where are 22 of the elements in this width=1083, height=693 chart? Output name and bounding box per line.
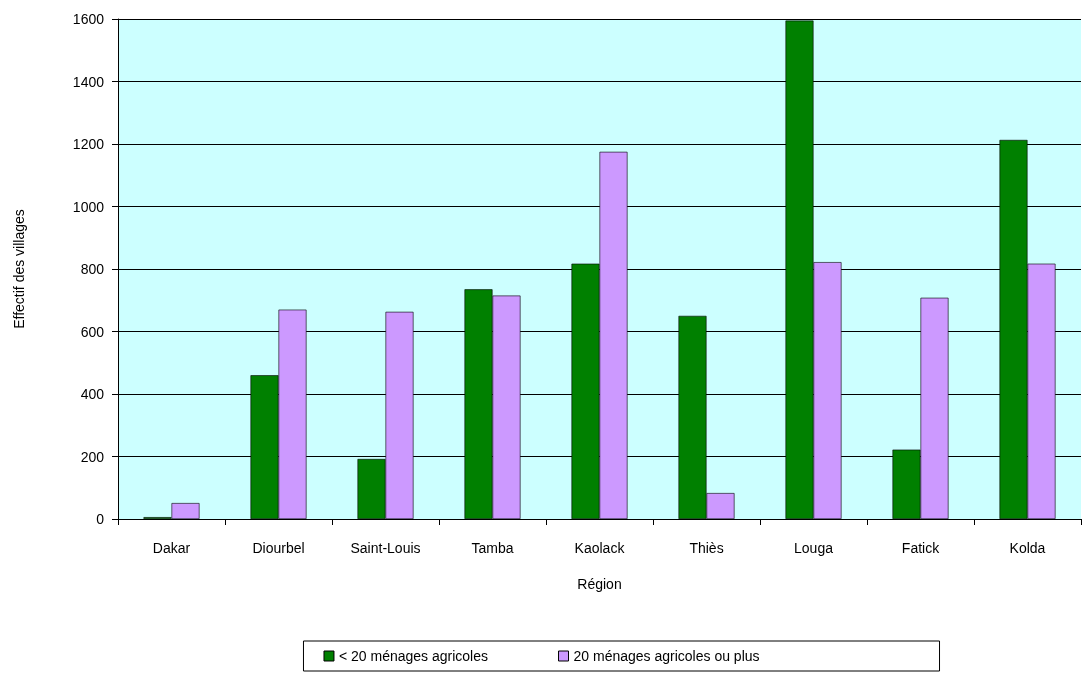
x-tick-label: Dakar [152,540,191,556]
x-tick-label: Diourbel [252,540,305,556]
x-tick-label: Fatick [901,540,941,556]
x-tick-label: Saint-Louis [350,540,421,556]
legend-label: < 20 ménages agricoles [338,648,489,664]
y-tick-label: 600 [80,323,105,340]
x-tick-label: Louga [794,540,834,556]
y-tick-label: 400 [80,386,105,402]
x-tick-label: Kolda [1009,540,1046,556]
x-axis-title: Région [577,576,622,592]
y-tick-label: 200 [80,448,105,465]
x-tick-label: Thiès [689,540,724,556]
y-tick-label: 1200 [72,136,105,152]
legend-label: 20 ménages agricoles ou plus [573,648,760,664]
y-tick-label: 1400 [72,73,105,90]
y-tick-label: 800 [80,261,105,277]
x-tick-label: Kaolack [574,540,626,556]
x-tick-label: Tamba [471,540,514,556]
y-tick-label: 1000 [72,198,105,215]
y-axis-title: Effectif des villages [11,209,27,329]
y-tick-label: 1600 [72,11,105,27]
y-tick-label: 0 [96,511,105,527]
